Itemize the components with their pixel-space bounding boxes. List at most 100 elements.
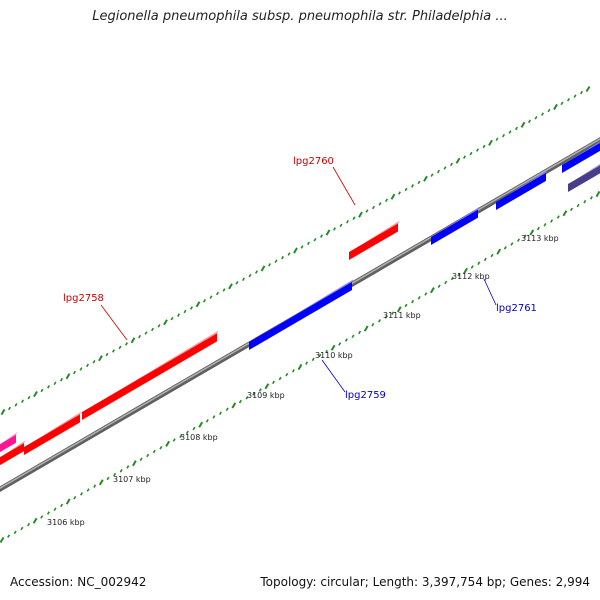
minor-tick bbox=[570, 207, 573, 212]
minor-tick bbox=[27, 395, 31, 400]
minor-tick bbox=[385, 198, 388, 203]
minor-tick bbox=[444, 280, 448, 285]
gene-other-fwd-top bbox=[0, 432, 18, 445]
gene-label-lpg2760[interactable]: lpg2760 bbox=[293, 156, 334, 167]
minor-tick bbox=[371, 322, 375, 327]
gene-label-lpg2759[interactable]: lpg2759 bbox=[345, 390, 386, 401]
minor-tick bbox=[536, 226, 540, 231]
gene-lpg2759[interactable] bbox=[249, 282, 352, 350]
major-tick bbox=[463, 267, 468, 274]
minor-tick bbox=[119, 469, 123, 473]
gene-other-fwd[interactable] bbox=[0, 434, 16, 455]
minor-tick bbox=[517, 238, 520, 242]
minor-tick bbox=[495, 137, 499, 142]
minor-tick bbox=[209, 295, 213, 299]
minor-tick bbox=[398, 191, 401, 195]
minor-tick bbox=[311, 357, 315, 362]
gene-label-lpg2758[interactable]: lpg2758 bbox=[63, 293, 104, 304]
minor-tick bbox=[573, 94, 577, 98]
ruler-label: 3109 kbp bbox=[247, 391, 285, 400]
outer-tick-row bbox=[0, 85, 591, 416]
minor-tick bbox=[80, 492, 83, 496]
minor-tick bbox=[523, 234, 527, 239]
minor-tick bbox=[502, 133, 505, 138]
major-tick bbox=[363, 325, 369, 332]
minor-tick bbox=[589, 196, 593, 200]
gene-lpg2758-a-top bbox=[24, 411, 82, 447]
major-tick bbox=[260, 265, 266, 272]
gene-features bbox=[0, 140, 600, 468]
minor-tick bbox=[225, 407, 229, 412]
major-tick bbox=[496, 248, 502, 255]
minor-tick bbox=[469, 151, 473, 156]
ruler-label: 3107 kbp bbox=[113, 475, 151, 484]
minor-tick bbox=[378, 202, 382, 206]
minor-tick bbox=[550, 219, 554, 223]
ruler-label: 3108 kbp bbox=[180, 433, 218, 442]
major-tick bbox=[595, 190, 600, 198]
minor-tick bbox=[60, 503, 64, 508]
major-tick bbox=[0, 408, 6, 416]
minor-tick bbox=[73, 370, 76, 375]
gene-other-rev[interactable] bbox=[568, 162, 600, 192]
minor-tick bbox=[443, 166, 447, 170]
minor-tick bbox=[333, 227, 336, 231]
gene-lpg2757[interactable] bbox=[0, 443, 24, 468]
minor-tick bbox=[411, 299, 415, 304]
minor-tick bbox=[365, 209, 369, 213]
ruler-label: 3111 kbp bbox=[383, 311, 421, 320]
minor-tick bbox=[463, 155, 466, 159]
minor-tick bbox=[352, 216, 356, 220]
gene-lpg2758[interactable] bbox=[82, 333, 217, 420]
minor-tick bbox=[47, 385, 50, 389]
minor-tick bbox=[205, 419, 209, 423]
major-tick bbox=[423, 175, 428, 182]
minor-tick bbox=[146, 453, 150, 458]
minor-tick bbox=[118, 345, 122, 350]
minor-tick bbox=[344, 338, 348, 342]
minor-tick bbox=[8, 406, 11, 411]
minor-tick bbox=[450, 162, 453, 167]
minor-tick bbox=[238, 399, 242, 404]
major-tick bbox=[330, 344, 336, 351]
minor-tick bbox=[515, 126, 518, 131]
minor-tick bbox=[86, 488, 90, 492]
minor-tick bbox=[245, 395, 249, 400]
minor-tick bbox=[547, 108, 551, 113]
minor-tick bbox=[318, 353, 322, 358]
minor-tick bbox=[235, 281, 239, 285]
minor-tick bbox=[170, 316, 174, 321]
minor-tick bbox=[252, 392, 256, 396]
minor-tick bbox=[93, 484, 97, 488]
minor-tick bbox=[7, 534, 11, 538]
major-tick bbox=[33, 390, 38, 398]
minor-tick bbox=[21, 399, 24, 404]
gene-lpg2762[interactable] bbox=[496, 172, 546, 210]
minor-tick bbox=[222, 288, 226, 292]
minor-tick bbox=[219, 411, 222, 415]
minor-tick bbox=[13, 530, 17, 535]
gene-label-lpg2761[interactable]: lpg2761 bbox=[496, 303, 537, 314]
gene-lpg2760[interactable] bbox=[349, 223, 398, 260]
minor-tick bbox=[307, 241, 310, 246]
gene-lpg2758-a[interactable] bbox=[24, 414, 80, 455]
minor-tick bbox=[203, 298, 206, 303]
minor-tick bbox=[278, 376, 282, 381]
minor-tick bbox=[503, 246, 507, 250]
gene-lpg2761[interactable] bbox=[431, 209, 478, 245]
inner-tick-row bbox=[0, 190, 600, 544]
minor-tick bbox=[86, 363, 89, 368]
minor-tick bbox=[404, 187, 408, 192]
minor-tick bbox=[508, 130, 512, 134]
minor-tick bbox=[404, 303, 408, 308]
gene-lpg2763[interactable] bbox=[562, 140, 600, 173]
minor-tick bbox=[534, 115, 538, 120]
minor-tick bbox=[287, 252, 291, 256]
major-tick bbox=[430, 287, 435, 294]
minor-tick bbox=[255, 270, 258, 274]
minor-tick bbox=[300, 245, 304, 249]
minor-tick bbox=[144, 331, 148, 335]
minor-tick bbox=[325, 349, 328, 354]
